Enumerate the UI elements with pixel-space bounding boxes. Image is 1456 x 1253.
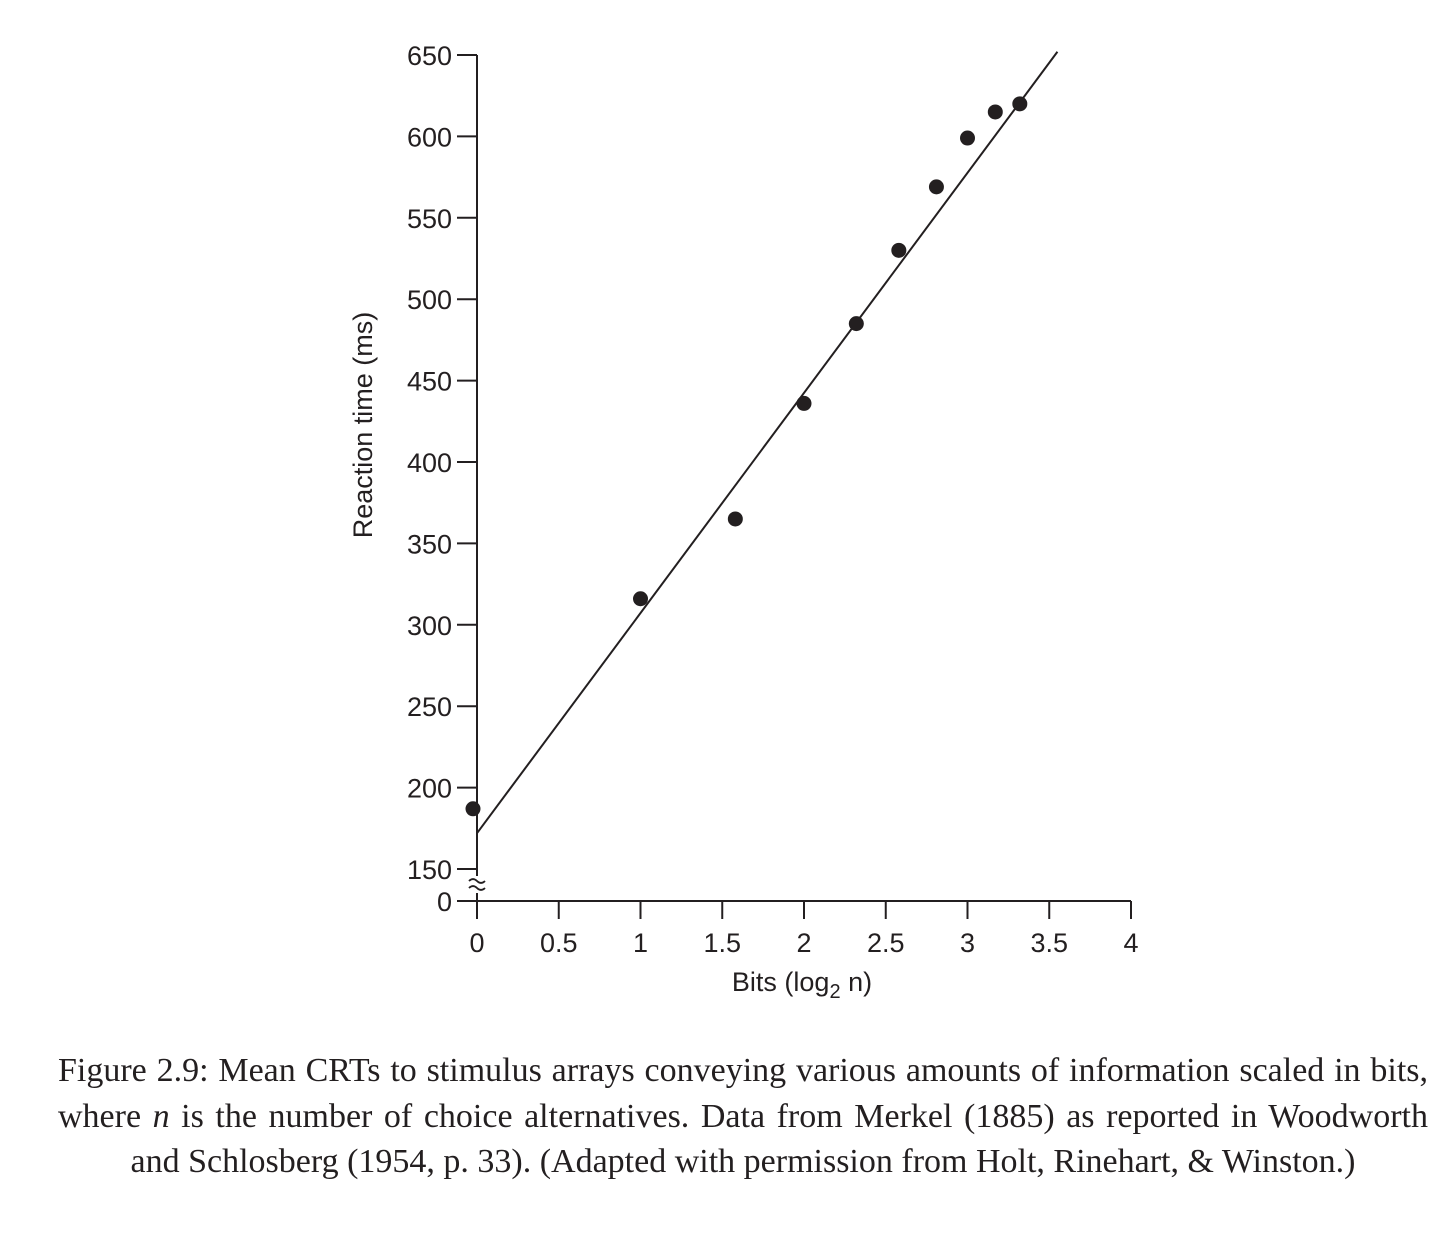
y-axis-break-mark [468,878,486,891]
y-tick-label: 0 [437,887,452,917]
x-tick-label: 2 [796,928,811,958]
y-tick-label: 400 [407,448,452,478]
x-tick-label: 0.5 [540,928,578,958]
y-tick-label: 650 [407,41,452,71]
x-tick-label: 2.5 [867,928,905,958]
x-axis-title: Bits (log2 n) [732,967,872,1003]
caption-suffix: is the number of choice alternatives. Da… [130,1097,1429,1181]
x-tick-label: 3 [960,928,975,958]
data-point [987,104,1003,120]
data-point [928,179,944,195]
y-tick-label: 550 [407,204,452,234]
x-tick-label: 3.5 [1030,928,1068,958]
fit-line [476,51,1059,834]
x-tick-label: 1 [633,928,648,958]
data-point [727,511,743,527]
y-tick-label: 450 [407,367,452,397]
x-axis-title-main: Bits (log [732,967,830,997]
caption-prefix: Figure 2.9: Mean CRTs to stimulus arrays… [58,1052,1428,1135]
fit-line-layer [476,51,1059,834]
y-tick-label: 500 [407,285,452,315]
y-tick-label: 200 [407,774,452,804]
y-tick-label: 250 [407,692,452,722]
caption-variable: n [152,1097,170,1135]
data-point [891,242,907,258]
axis-break-wave [468,878,486,884]
y-tick-label: 600 [407,122,452,152]
data-point [633,591,648,607]
data-point [796,395,812,411]
data-point [465,801,481,817]
x-tick-label: 1.5 [703,928,741,958]
axis-break-wave [468,885,486,891]
x-tick-label: 0 [469,928,484,958]
y-tick-label: 300 [407,611,452,641]
data-point [848,316,864,332]
data-point [1012,96,1028,112]
data-point [960,130,975,146]
x-tick-label: 4 [1123,928,1138,958]
x-axis-title-subscript: 2 [829,981,840,1003]
x-axis-title-suffix: n) [841,967,873,997]
y-tick-label: 150 [407,855,452,885]
y-tick-label: 350 [407,529,452,559]
y-axis-title: Reaction time (ms) [348,312,378,539]
figure-caption: Figure 2.9: Mean CRTs to stimulus arrays… [58,1048,1428,1185]
data-points [465,96,1028,817]
